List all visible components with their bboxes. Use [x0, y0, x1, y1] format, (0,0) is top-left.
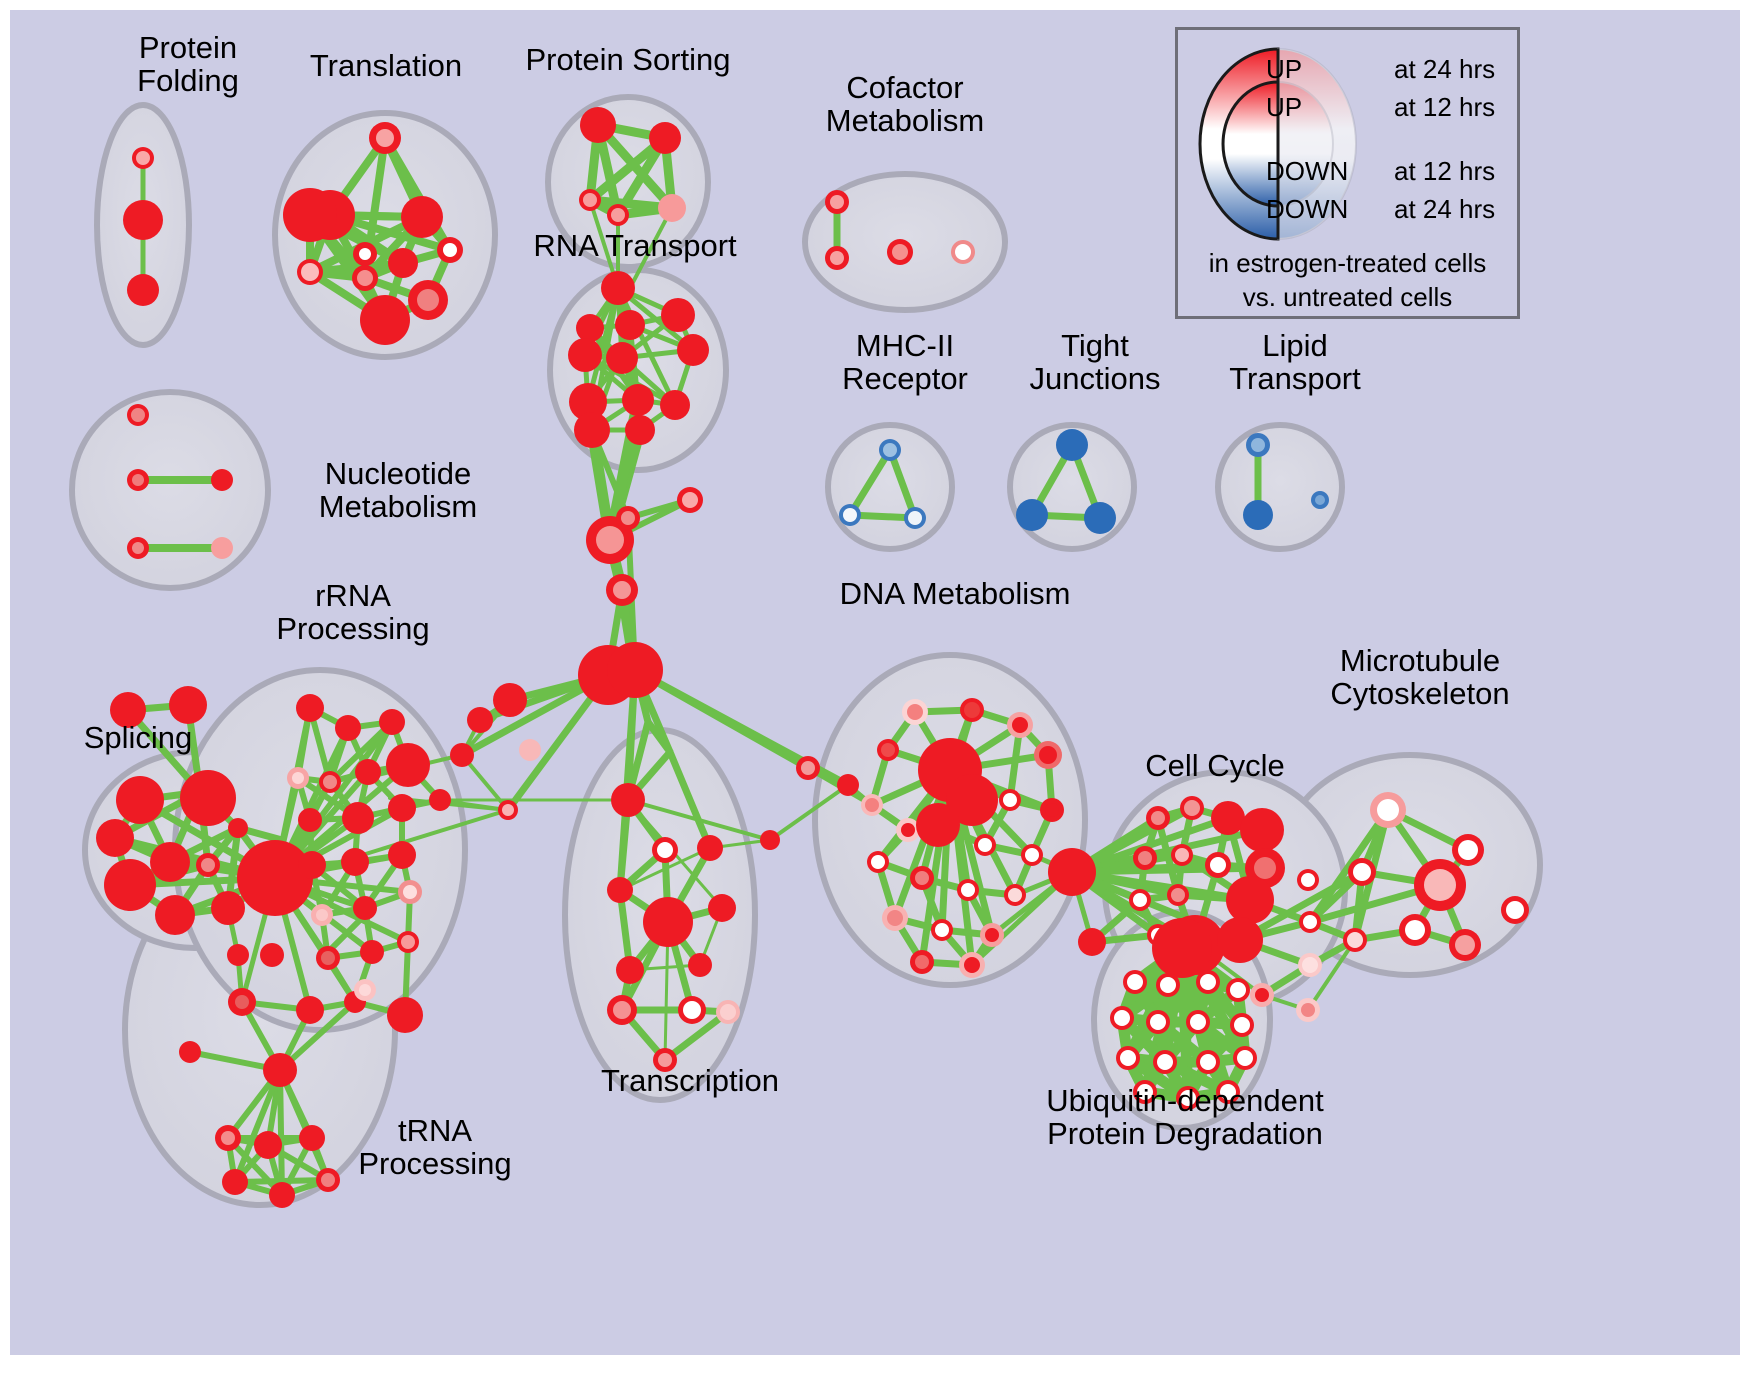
cluster-label-nucleotide-metabolism: Nucleotide Metabolism	[318, 456, 478, 524]
hull-lipid-transport	[1215, 422, 1345, 552]
cluster-label-protein-sorting: Protein Sorting	[525, 42, 731, 77]
legend-time-down-12: at 12 hrs	[1394, 156, 1496, 186]
node-group-cofactor	[825, 190, 975, 270]
cluster-label-rrna-processing: rRNA Processing	[276, 578, 430, 646]
network-nodes	[96, 107, 1529, 1208]
legend-caption-line2: vs. untreated cells	[1242, 282, 1453, 312]
cluster-label-rna-transport: RNA Transport	[533, 228, 737, 263]
node-group-rna-transport	[568, 271, 709, 448]
cluster-label-microtubule: Microtubule Cytoskeleton	[1330, 643, 1510, 711]
network-graph	[69, 94, 1543, 1208]
cluster-label-cofactor-metabolism: Cofactor Metabolism	[825, 70, 985, 138]
cluster-label-tight-junctions: Tight Junctions	[1029, 328, 1161, 396]
legend-state-up-24: UP	[1266, 54, 1303, 84]
node-group-nucleotide	[127, 404, 233, 559]
cluster-label-splicing: Splicing	[83, 720, 193, 755]
cluster-label-translation: Translation	[309, 48, 463, 83]
legend-panel: UP at 24 hrs UP at 12 hrs DOWN at 12 hrs…	[1175, 27, 1520, 319]
node-group-translation	[283, 122, 463, 345]
legend-state-down-24: DOWN	[1266, 194, 1349, 224]
node-group-mhc-ii	[839, 439, 926, 529]
legend-node-diagram	[1198, 47, 1357, 241]
legend-state-up-12: UP	[1266, 92, 1303, 122]
cluster-label-ubiquitin-degradation: Ubiquitin-dependent Protein Degradation	[1046, 1083, 1324, 1151]
node-group-protein-sorting	[579, 107, 686, 226]
node-group-splicing	[96, 686, 256, 1016]
node-group-microtubule	[1343, 792, 1529, 961]
network-canvas: Protein Folding Translation Protein Sort…	[10, 10, 1740, 1355]
cluster-label-lipid-transport: Lipid Transport	[1229, 328, 1361, 396]
cluster-label-cell-cycle: Cell Cycle	[1145, 748, 1285, 783]
cluster-label-transcription: Transcription	[600, 1063, 780, 1098]
legend-state-down-12: DOWN	[1266, 156, 1349, 186]
legend-time-down-24: at 24 hrs	[1394, 194, 1496, 224]
node-group-tight-junctions	[1016, 429, 1116, 534]
legend-caption-line1: in estrogen-treated cells	[1208, 248, 1487, 278]
cluster-label-mhc-ii-receptor: MHC-II Receptor	[842, 328, 968, 396]
node-group-trna-processing	[179, 1041, 340, 1208]
cluster-label-dna-metabolism: DNA Metabolism	[839, 576, 1071, 611]
node-group-protein-folding	[123, 147, 163, 306]
legend-time-up-24: at 24 hrs	[1394, 54, 1496, 84]
node-group-lipid-transport	[1243, 433, 1329, 530]
node-group-rrna-processing	[237, 694, 451, 1033]
node-group-dna-metabolism	[861, 698, 1064, 978]
legend-time-up-12: at 12 hrs	[1394, 92, 1496, 122]
cluster-label-protein-folding: Protein Folding	[137, 30, 239, 98]
node-group-ubiquitin	[1110, 918, 1257, 1110]
node-group-transcription	[607, 783, 740, 1072]
cluster-label-trna-processing: tRNA Processing	[358, 1113, 512, 1181]
node-group-central-connectors	[450, 487, 1106, 956]
hull-nucleotide	[69, 389, 271, 591]
